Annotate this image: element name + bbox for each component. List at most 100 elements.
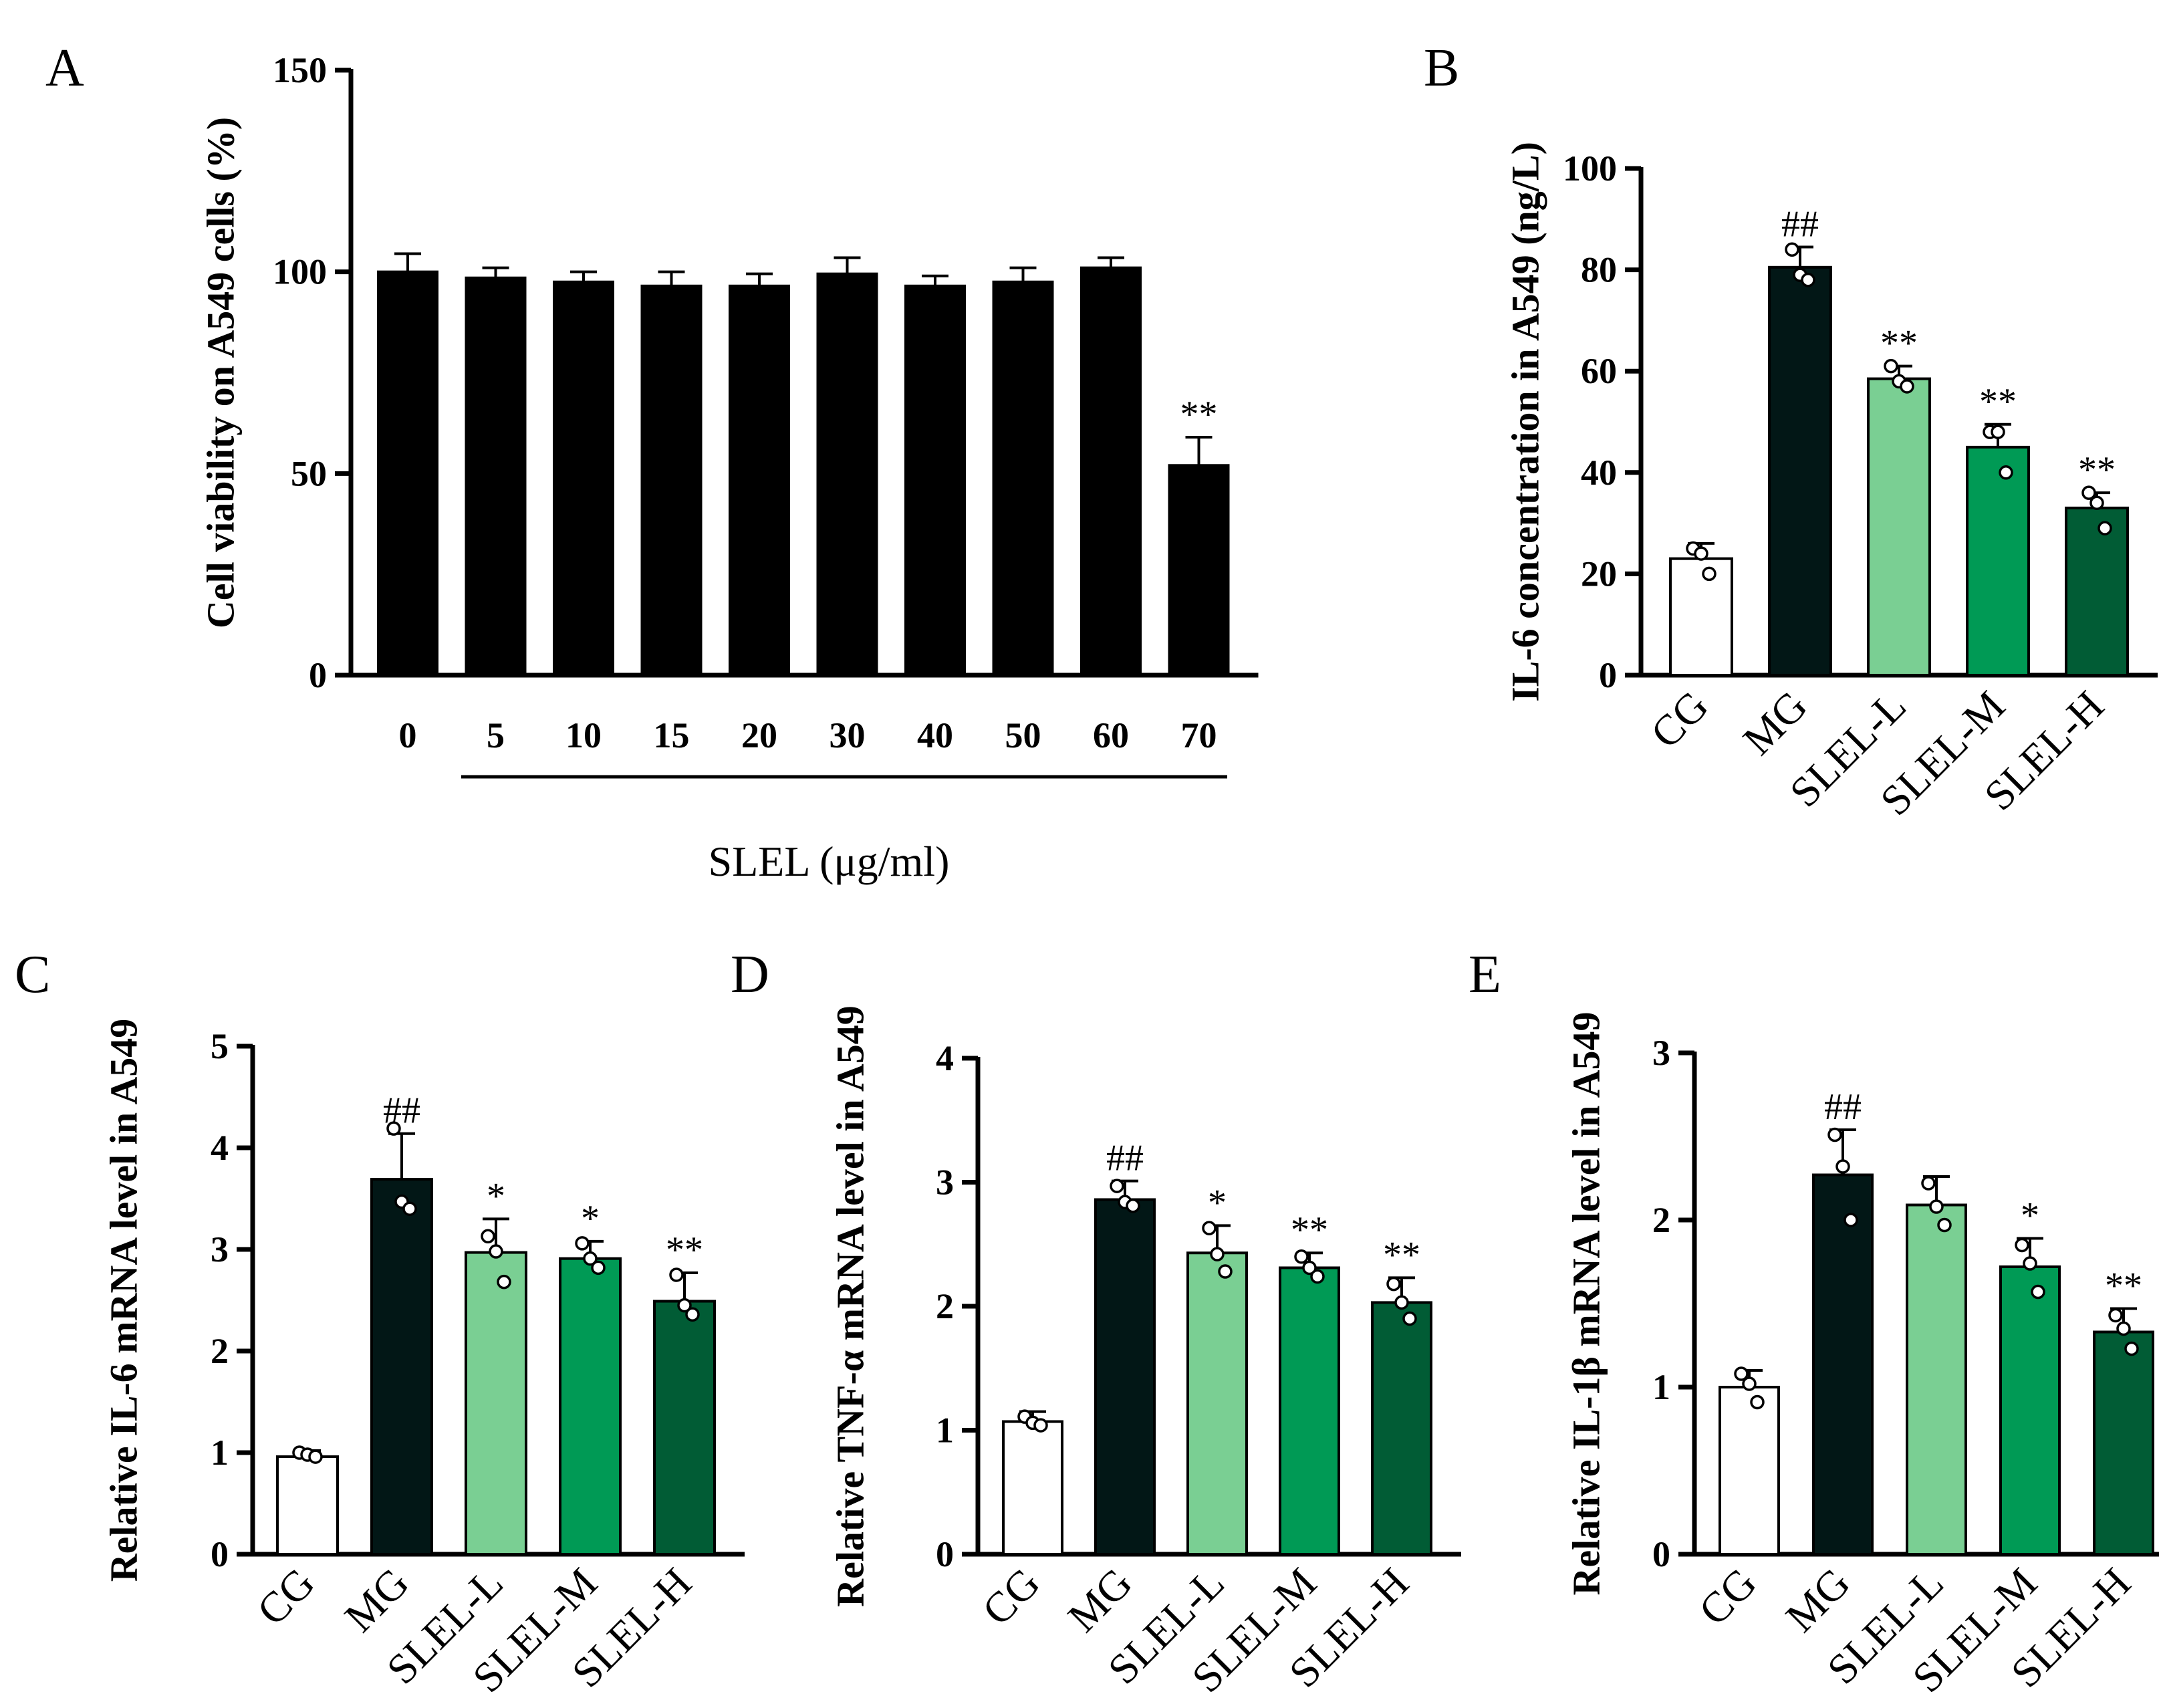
bar <box>1669 557 1733 677</box>
bar <box>1719 1386 1780 1556</box>
bar <box>729 284 790 677</box>
significance-label: ** <box>1291 1209 1328 1251</box>
data-point <box>669 1267 684 1282</box>
bar <box>1966 445 2030 677</box>
bar <box>653 1300 716 1556</box>
y-tick-label: 0 <box>936 1534 954 1574</box>
x-tick-label: 30 <box>830 715 866 755</box>
data-point <box>2098 521 2112 535</box>
significance-label: * <box>487 1175 505 1217</box>
bar <box>370 1178 433 1556</box>
data-point <box>1801 273 1815 287</box>
x-tick-label: CG <box>248 1559 324 1634</box>
y-tick-label: 100 <box>1563 148 1617 189</box>
bar <box>1002 1420 1063 1556</box>
significance-label: ## <box>383 1090 420 1132</box>
x-tick-label: MG <box>336 1559 418 1641</box>
y-tick-label: 1 <box>1652 1367 1670 1407</box>
data-point <box>1386 1276 1401 1292</box>
bar <box>276 1455 339 1556</box>
y-axis-title: Relative IL-1β mRNA level in A549 <box>1565 1011 1608 1595</box>
bar <box>1094 1198 1156 1556</box>
panel-c: C 0 1 2 3 4 5 Relative IL-6 mRNA level in A549 C… <box>15 945 745 1701</box>
significance-label: ** <box>1880 323 1918 364</box>
data-point <box>489 1244 503 1259</box>
y-tick-label: 20 <box>1581 554 1617 594</box>
data-point <box>677 1298 692 1313</box>
data-point <box>386 1121 401 1136</box>
y-tick-label: 50 <box>291 453 327 493</box>
data-point <box>2031 1284 2045 1300</box>
data-point <box>575 1236 590 1251</box>
x-tick-label: 20 <box>741 715 777 755</box>
panel-letter: E <box>1469 945 1501 1004</box>
x-tick-label: 60 <box>1093 715 1129 755</box>
y-tick-label: 80 <box>1581 250 1617 290</box>
bar <box>1812 1173 1874 1556</box>
x-tick-label: 70 <box>1181 715 1217 755</box>
y-tick-label: 60 <box>1581 351 1617 391</box>
bar <box>1906 1203 1967 1556</box>
panel-letter: A <box>45 39 84 98</box>
panel-letter: C <box>15 945 50 1004</box>
panel-letter: B <box>1424 39 1459 98</box>
x-tick-label: 0 <box>399 715 417 755</box>
y-axis-title: Cell viability on A549 cells (%) <box>199 117 243 628</box>
data-point <box>1402 1311 1417 1326</box>
y-axis-title: IL-6 concentration in A549 (ng/L) <box>1504 142 1547 702</box>
data-point <box>2081 485 2096 500</box>
data-point <box>2089 495 2104 511</box>
bar <box>377 270 438 677</box>
bar <box>640 284 703 677</box>
y-tick-label: 150 <box>273 50 327 90</box>
data-point <box>1991 424 2005 439</box>
data-point <box>1310 1269 1325 1284</box>
significance-label: * <box>2021 1195 2039 1237</box>
bar <box>992 280 1054 677</box>
x-tick-label: 40 <box>917 715 953 755</box>
data-point <box>1033 1418 1048 1433</box>
data-point <box>1734 1366 1749 1381</box>
y-tick-label: 2 <box>1652 1200 1670 1240</box>
bar <box>1999 1265 2061 1556</box>
data-point <box>1210 1247 1225 1261</box>
data-point <box>1937 1217 1952 1233</box>
data-point <box>583 1251 598 1266</box>
y-tick-label: 4 <box>211 1128 229 1168</box>
data-point <box>1202 1221 1217 1235</box>
y-tick-label: 0 <box>1652 1534 1670 1574</box>
x-tick-label: CG <box>1690 1559 1765 1634</box>
data-point <box>591 1260 606 1275</box>
data-point <box>497 1274 511 1290</box>
bar <box>465 1251 527 1556</box>
panel-b: B 0 20 40 60 80 100 IL-6 concentration in A549 … <box>1424 39 2158 824</box>
data-point <box>685 1307 700 1322</box>
y-tick-label: 100 <box>273 252 327 292</box>
bar <box>816 272 878 677</box>
x-tick-label: 50 <box>1005 715 1041 755</box>
y-axis-title: Relative IL-6 mRNA level in A549 <box>102 1019 146 1582</box>
x-tick-label: 15 <box>654 715 690 755</box>
panel-a: A 0 50 100 150 Cell viability on A549 cells (… <box>45 39 1259 885</box>
data-point <box>1126 1198 1140 1213</box>
y-tick-label: 3 <box>1652 1033 1670 1073</box>
bar <box>559 1257 622 1556</box>
data-point <box>1750 1394 1765 1410</box>
data-point <box>1835 1159 1850 1174</box>
y-tick-label: 1 <box>211 1433 229 1473</box>
data-point <box>1921 1176 1936 1191</box>
y-tick-label: 3 <box>936 1163 954 1203</box>
x-tick-label: 5 <box>487 715 505 755</box>
x-tick-label: MG <box>1777 1559 1859 1641</box>
bar <box>2065 506 2129 677</box>
y-tick-label: 4 <box>936 1038 954 1078</box>
x-tick-label: CG <box>1642 682 1717 757</box>
significance-label: ** <box>1979 381 2017 422</box>
data-point <box>1900 379 1914 394</box>
panel-d: D 0 1 2 3 4 Relative TNF-α mRNA level in A549 C… <box>731 945 1461 1701</box>
y-tick-label: 2 <box>211 1331 229 1371</box>
bar <box>1080 266 1142 677</box>
data-point <box>1844 1213 1858 1227</box>
data-point <box>2015 1237 2029 1253</box>
y-tick-label: 5 <box>211 1026 229 1066</box>
